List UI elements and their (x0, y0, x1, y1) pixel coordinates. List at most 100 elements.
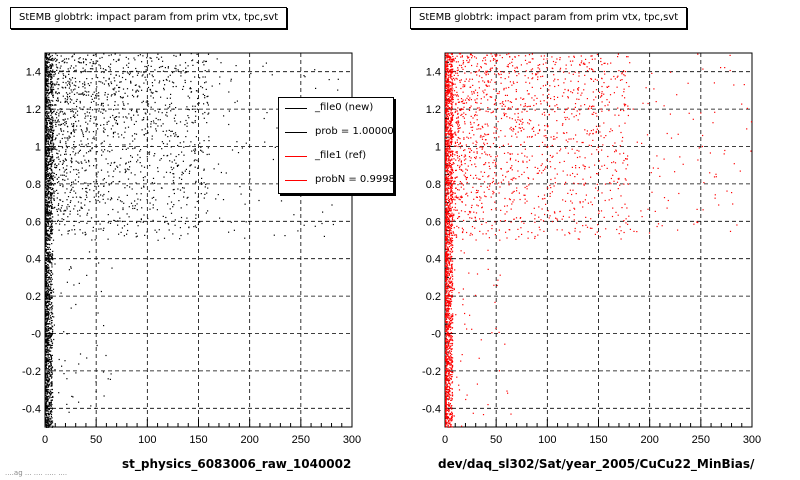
data-point (450, 308, 452, 310)
data-point (445, 122, 447, 124)
data-point (91, 98, 93, 100)
data-point (137, 72, 139, 74)
data-point (72, 115, 74, 117)
data-point (45, 367, 47, 369)
data-point (244, 203, 246, 205)
data-point (452, 196, 454, 199)
data-point (45, 330, 47, 333)
data-point (45, 238, 47, 240)
data-point (452, 394, 454, 396)
data-point (46, 274, 48, 276)
data-point (45, 375, 47, 377)
data-point (72, 151, 74, 153)
data-point (69, 136, 71, 138)
data-point (449, 338, 451, 340)
data-point (47, 82, 49, 84)
data-point (447, 342, 449, 345)
data-point (45, 216, 47, 218)
data-point (446, 212, 448, 214)
data-point (83, 182, 86, 184)
data-point (54, 263, 56, 265)
data-point (53, 110, 55, 112)
data-point (48, 254, 50, 256)
data-point (45, 288, 47, 290)
data-point (49, 65, 51, 67)
data-point (178, 200, 180, 202)
data-point (49, 155, 51, 158)
data-point (46, 97, 48, 100)
data-point (65, 159, 67, 161)
data-point (154, 182, 156, 184)
data-point (448, 321, 450, 323)
data-point (141, 89, 143, 91)
y-tick-label: 0.4 (26, 254, 41, 266)
data-point (100, 194, 102, 196)
data-point (91, 239, 93, 241)
data-point (49, 397, 51, 399)
data-point (194, 111, 197, 113)
data-point (50, 319, 52, 322)
data-point (143, 166, 146, 168)
data-point (233, 229, 235, 231)
data-point (48, 278, 50, 280)
data-point (48, 88, 50, 90)
data-point (71, 99, 73, 101)
data-point (45, 259, 47, 261)
data-point (195, 180, 197, 182)
data-point (64, 61, 66, 63)
data-point (448, 402, 450, 404)
data-point (172, 173, 174, 175)
data-point (67, 196, 70, 198)
data-point (117, 220, 119, 222)
data-point (125, 170, 127, 172)
data-point (115, 122, 117, 124)
data-point (127, 126, 130, 128)
data-point (47, 301, 49, 303)
data-point (71, 108, 73, 110)
data-point (51, 178, 53, 180)
data-point (448, 204, 451, 206)
data-point (189, 170, 191, 172)
data-point (45, 425, 47, 427)
data-point (447, 71, 449, 73)
data-point (45, 301, 47, 303)
data-point (58, 208, 60, 210)
data-point (450, 298, 452, 300)
data-point (96, 344, 98, 347)
data-point (207, 102, 209, 104)
data-point (109, 116, 111, 118)
data-point (47, 293, 49, 295)
data-point (68, 205, 70, 208)
data-point (144, 112, 146, 114)
data-point (196, 53, 198, 55)
data-point (447, 236, 449, 238)
data-point (449, 323, 451, 325)
data-point (85, 152, 88, 154)
data-point (47, 371, 49, 373)
data-point (71, 125, 74, 127)
data-point (73, 130, 75, 132)
data-point (51, 417, 53, 419)
data-point (50, 328, 52, 330)
data-point (107, 171, 109, 173)
data-point (45, 361, 47, 363)
data-point (50, 414, 53, 416)
data-point (48, 138, 50, 140)
y-tick-label: -0 (431, 329, 441, 341)
data-point (46, 320, 48, 322)
data-point (46, 65, 48, 67)
data-point (70, 117, 72, 119)
data-point (447, 141, 449, 143)
data-point (234, 101, 236, 104)
data-point (45, 175, 47, 177)
data-point (71, 162, 73, 164)
data-point (49, 252, 51, 254)
data-point (46, 68, 48, 70)
data-point (49, 213, 51, 215)
data-point (451, 382, 453, 384)
data-point (129, 160, 132, 163)
data-point (50, 358, 52, 361)
data-point (104, 94, 106, 96)
data-point (48, 404, 50, 406)
data-point (447, 72, 450, 74)
